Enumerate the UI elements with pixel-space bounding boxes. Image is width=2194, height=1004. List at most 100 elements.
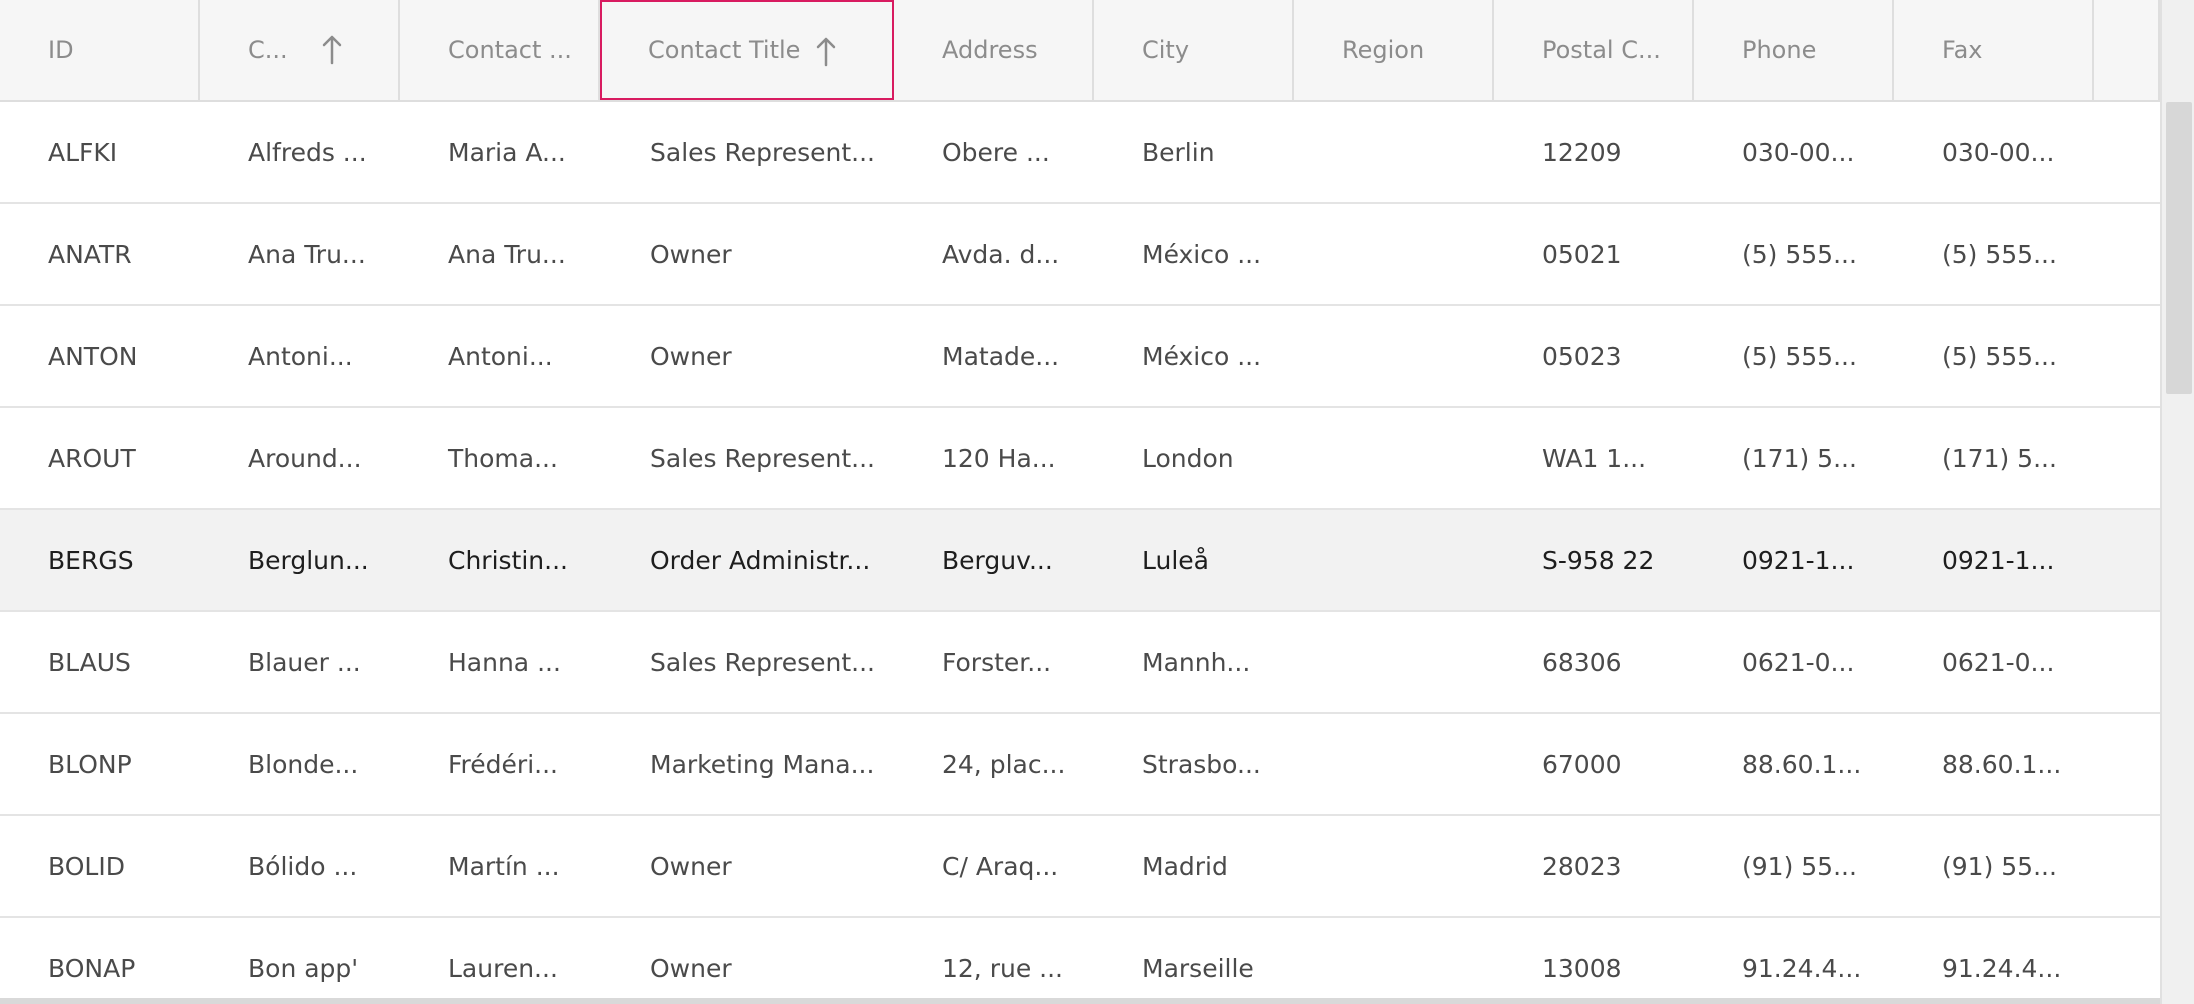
cell-postal-code[interactable]: 05023 — [1542, 341, 1622, 371]
cell-contact-title[interactable]: Sales Represent... — [650, 137, 875, 167]
cell-postal-code[interactable]: 13008 — [1542, 953, 1622, 983]
cell-region[interactable] — [1294, 612, 1494, 712]
cell-address[interactable]: 24, plac... — [942, 749, 1066, 779]
cell-city[interactable]: Madrid — [1142, 851, 1228, 881]
cell-fax[interactable]: 0921-1... — [1942, 545, 2055, 575]
cell-company[interactable]: Blauer ... — [248, 647, 361, 677]
table-row[interactable]: BLONP Blonde... Frédéri... Marketing Mana..… — [0, 714, 2160, 816]
cell-postal-code[interactable]: WA1 1... — [1542, 443, 1647, 473]
cell-company[interactable]: Berglun... — [248, 545, 369, 575]
cell-phone[interactable]: 030-00... — [1742, 137, 1855, 167]
cell-region[interactable] — [1294, 204, 1494, 304]
column-header-address[interactable]: Address — [894, 0, 1094, 100]
cell-id[interactable]: ANTON — [48, 341, 138, 371]
column-header-id[interactable]: ID — [0, 0, 200, 100]
cell-phone[interactable]: 88.60.1... — [1742, 749, 1862, 779]
cell-contact-title[interactable]: Sales Represent... — [650, 443, 875, 473]
cell-id[interactable]: BOLID — [48, 851, 125, 881]
cell-id[interactable]: AROUT — [48, 443, 136, 473]
cell-contact-name[interactable]: Antoni... — [448, 341, 553, 371]
cell-address[interactable]: 120 Ha... — [942, 443, 1056, 473]
cell-contact-title[interactable]: Owner — [650, 239, 732, 269]
cell-contact-name[interactable]: Christin... — [448, 545, 568, 575]
column-header-region[interactable]: Region — [1294, 0, 1494, 100]
cell-company[interactable]: Ana Tru... — [248, 239, 366, 269]
cell-postal-code[interactable]: 28023 — [1542, 851, 1622, 881]
cell-company[interactable]: Bon app' — [248, 953, 359, 983]
cell-postal-code[interactable]: 05021 — [1542, 239, 1622, 269]
column-header-company[interactable]: C... — [200, 0, 400, 100]
cell-id[interactable]: ALFKI — [48, 137, 118, 167]
cell-city[interactable]: Strasbo... — [1142, 749, 1261, 779]
table-row[interactable]: BOLID Bólido ... Martín ... Owner C/ Araq...… — [0, 816, 2160, 918]
cell-company[interactable]: Antoni... — [248, 341, 353, 371]
cell-region[interactable] — [1294, 408, 1494, 508]
table-row[interactable]: ANTON Antoni... Antoni... Owner Matade... Méx… — [0, 306, 2160, 408]
cell-address[interactable]: 12, rue ... — [942, 953, 1063, 983]
cell-city[interactable]: Mannh... — [1142, 647, 1251, 677]
cell-region[interactable] — [1294, 510, 1494, 610]
cell-company[interactable]: Alfreds ... — [248, 137, 367, 167]
cell-city[interactable]: Luleå — [1142, 545, 1209, 575]
cell-id[interactable]: BONAP — [48, 953, 136, 983]
column-header-fax[interactable]: Fax — [1894, 0, 2094, 100]
cell-fax[interactable]: 0621-0... — [1942, 647, 2055, 677]
cell-city[interactable]: London — [1142, 443, 1234, 473]
cell-company[interactable]: Around... — [248, 443, 362, 473]
cell-contact-title[interactable]: Owner — [650, 953, 732, 983]
cell-contact-title[interactable]: Sales Represent... — [650, 647, 875, 677]
cell-fax[interactable]: 88.60.1... — [1942, 749, 2062, 779]
cell-address[interactable]: Avda. d... — [942, 239, 1060, 269]
cell-company[interactable]: Bólido ... — [248, 851, 358, 881]
cell-phone[interactable]: 0921-1... — [1742, 545, 1855, 575]
cell-phone[interactable]: 0621-0... — [1742, 647, 1855, 677]
cell-fax[interactable]: (5) 555... — [1942, 239, 2057, 269]
cell-region[interactable] — [1294, 816, 1494, 916]
column-header-contact-title[interactable]: Contact Title — [600, 0, 894, 100]
table-row[interactable]: BONAP Bon app' Lauren... Owner 12, rue ... Ma… — [0, 918, 2160, 1004]
cell-contact-title[interactable]: Owner — [650, 341, 732, 371]
cell-fax[interactable]: (91) 55... — [1942, 851, 2057, 881]
cell-contact-name[interactable]: Thoma... — [448, 443, 558, 473]
cell-phone[interactable]: (91) 55... — [1742, 851, 1857, 881]
cell-id[interactable]: BLAUS — [48, 647, 131, 677]
cell-phone[interactable]: 91.24.4... — [1742, 953, 1862, 983]
cell-phone[interactable]: (171) 5... — [1742, 443, 1857, 473]
table-row[interactable]: ANATR Ana Tru... Ana Tru... Owner Avda. d...… — [0, 204, 2160, 306]
cell-fax[interactable]: (171) 5... — [1942, 443, 2057, 473]
cell-id[interactable]: BERGS — [48, 545, 134, 575]
cell-postal-code[interactable]: S-958 22 — [1542, 545, 1655, 575]
cell-city[interactable]: Marseille — [1142, 953, 1254, 983]
cell-contact-name[interactable]: Martín ... — [448, 851, 560, 881]
cell-fax[interactable]: (5) 555... — [1942, 341, 2057, 371]
cell-region[interactable] — [1294, 102, 1494, 202]
horizontal-scrollbar[interactable] — [0, 998, 2160, 1004]
cell-contact-name[interactable]: Frédéri... — [448, 749, 558, 779]
cell-fax[interactable]: 030-00... — [1942, 137, 2055, 167]
cell-contact-name[interactable]: Hanna ... — [448, 647, 561, 677]
cell-contact-title[interactable]: Owner — [650, 851, 732, 881]
cell-contact-name[interactable]: Lauren... — [448, 953, 558, 983]
cell-postal-code[interactable]: 12209 — [1542, 137, 1622, 167]
cell-region[interactable] — [1294, 714, 1494, 814]
cell-region[interactable] — [1294, 918, 1494, 1004]
cell-company[interactable]: Blonde... — [248, 749, 359, 779]
scrollbar-thumb[interactable] — [2166, 102, 2192, 394]
cell-postal-code[interactable]: 68306 — [1542, 647, 1622, 677]
cell-region[interactable] — [1294, 306, 1494, 406]
column-header-postal-code[interactable]: Postal C... — [1494, 0, 1694, 100]
table-row[interactable]: AROUT Around... Thoma... Sales Represent...… — [0, 408, 2160, 510]
vertical-scrollbar[interactable] — [2160, 0, 2194, 1004]
cell-address[interactable]: Forster... — [942, 647, 1052, 677]
cell-contact-title[interactable]: Marketing Mana... — [650, 749, 875, 779]
cell-address[interactable]: C/ Araq... — [942, 851, 1059, 881]
cell-phone[interactable]: (5) 555... — [1742, 341, 1857, 371]
cell-id[interactable]: ANATR — [48, 239, 132, 269]
column-header-city[interactable]: City — [1094, 0, 1294, 100]
table-row[interactable]: BERGS Berglun... Christin... Order Administ… — [0, 510, 2160, 612]
cell-fax[interactable]: 91.24.4... — [1942, 953, 2062, 983]
cell-id[interactable]: BLONP — [48, 749, 132, 779]
cell-postal-code[interactable]: 67000 — [1542, 749, 1622, 779]
cell-contact-title[interactable]: Order Administr... — [650, 545, 871, 575]
column-header-phone[interactable]: Phone — [1694, 0, 1894, 100]
